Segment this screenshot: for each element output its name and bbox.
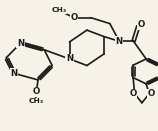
Text: N: N (17, 39, 24, 48)
Text: O: O (71, 13, 78, 22)
Text: N: N (116, 37, 123, 46)
Text: CH₃: CH₃ (52, 7, 67, 13)
Text: O: O (129, 89, 137, 98)
Text: N: N (11, 69, 18, 78)
Text: N: N (66, 54, 73, 63)
Text: O: O (147, 89, 155, 98)
Text: O: O (137, 20, 145, 29)
Text: CH₃: CH₃ (28, 98, 44, 104)
Text: O: O (33, 87, 40, 96)
